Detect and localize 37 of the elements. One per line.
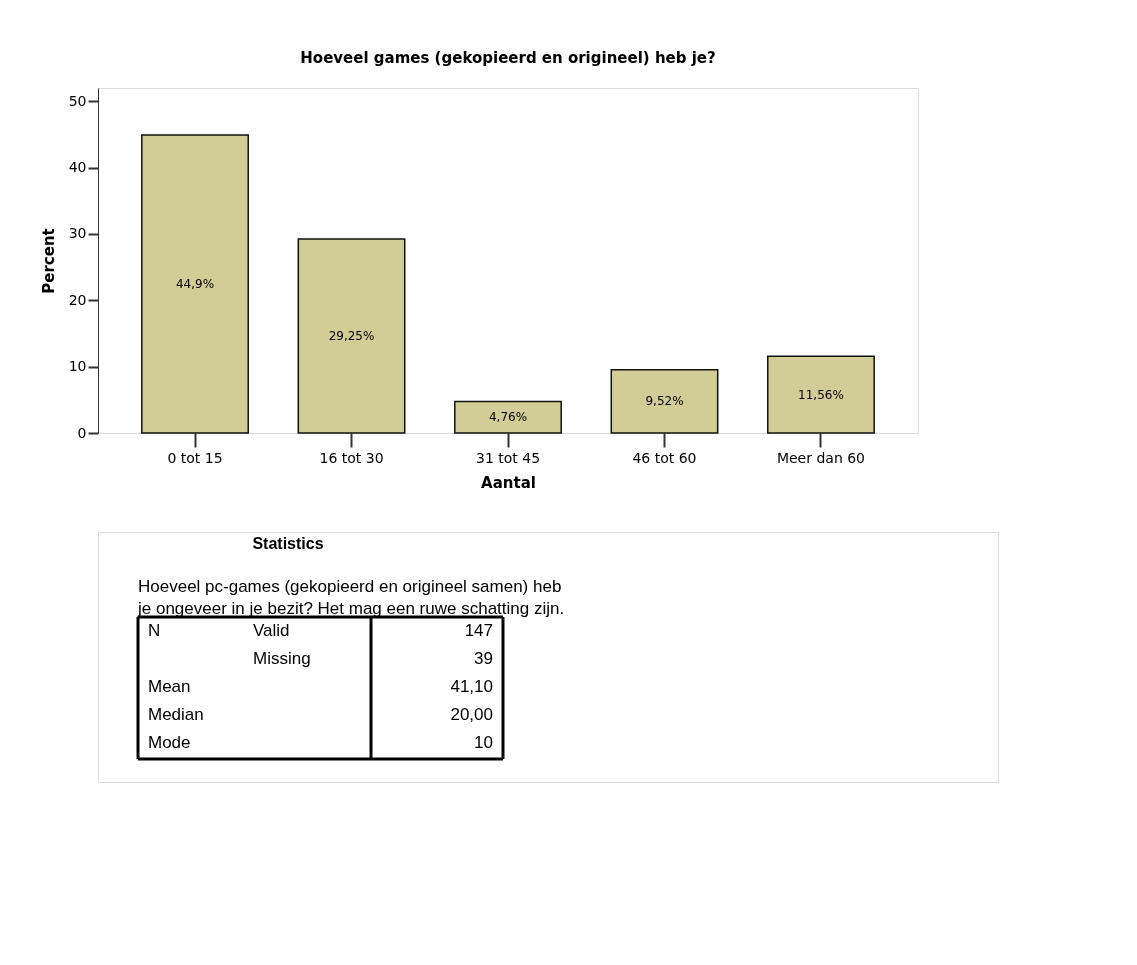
- bar: [454, 400, 562, 434]
- bar: [141, 134, 249, 434]
- x-tick-label: 46 tot 60: [632, 449, 697, 466]
- data-label: 4,76%: [488, 410, 528, 425]
- x-axis-title: Aantal: [481, 473, 536, 492]
- data-label: 29,25%: [328, 328, 375, 343]
- x-tick-label: Meer dan 60: [776, 449, 866, 466]
- x-tick-label: 31 tot 45: [475, 449, 541, 466]
- text: 41,10: [450, 677, 493, 696]
- y-tick-label: 50: [68, 92, 87, 109]
- text: 20,00: [450, 705, 493, 724]
- chart-title: Hoeveel games (gekopieerd en origineel) heb je?: [300, 49, 716, 67]
- text: N: [148, 621, 161, 640]
- bar: [297, 238, 406, 434]
- bar: [767, 355, 875, 434]
- text: Valid: [253, 621, 290, 640]
- data-label: 11,56%: [798, 387, 844, 402]
- text: Median: [148, 705, 204, 724]
- data-label: 44,9%: [175, 277, 215, 292]
- text: 10: [474, 733, 493, 752]
- text: Mean: [148, 677, 191, 696]
- text: 147: [464, 621, 493, 640]
- y-tick-label: 40: [68, 159, 87, 176]
- text: Missing: [253, 649, 311, 668]
- x-tick-label: 0 tot 15: [167, 449, 223, 466]
- x-tick-label: 16 tot 30: [319, 449, 384, 466]
- text: Hoeveel pc-games (gekopieerd en origineel samen) heb: [138, 577, 562, 596]
- y-tick-label: 30: [68, 225, 87, 242]
- bar: [610, 369, 719, 434]
- y-tick-label: 20: [68, 291, 87, 308]
- y-tick-label: 0: [77, 424, 87, 441]
- y-axis-title: Percent: [39, 228, 58, 294]
- text: 39: [474, 649, 493, 668]
- y-tick-label: 10: [68, 358, 87, 375]
- text: Mode: [148, 733, 191, 752]
- text: Statistics: [252, 535, 324, 552]
- data-label: 9,52%: [645, 394, 684, 409]
